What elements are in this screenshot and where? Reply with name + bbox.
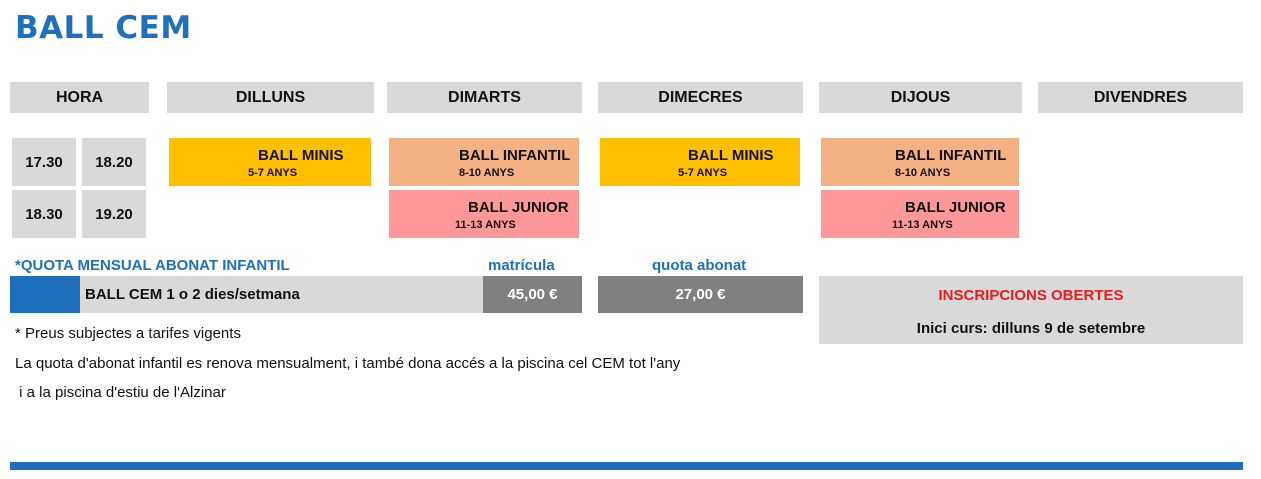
- class-name: BALL JUNIOR: [468, 199, 569, 216]
- quota-value: 27,00 €: [598, 276, 803, 313]
- header-dimecres: DIMECRES: [598, 82, 803, 113]
- footer-bar: [10, 462, 1243, 470]
- class-age: 11-13 ANYS: [892, 219, 953, 231]
- class-age: 8-10 ANYS: [459, 167, 515, 179]
- header-divendres: DIVENDRES: [1038, 82, 1243, 113]
- fee-row-label: BALL CEM 1 o 2 dies/setmana: [85, 286, 300, 303]
- inscriptions-start: Inici curs: dilluns 9 de setembre: [916, 320, 1146, 337]
- note-renewal: La quota d'abonat infantil es renova men…: [15, 355, 681, 372]
- class-age: 5-7 ANYS: [248, 167, 298, 179]
- header-dilluns: DILLUNS: [167, 82, 374, 113]
- fees-section-label: *QUOTA MENSUAL ABONAT INFANTIL: [15, 257, 290, 274]
- class-age: 11-13 ANYS: [455, 219, 516, 231]
- class-monday-minis: BALL MINIS 5-7 ANYS: [169, 138, 371, 186]
- class-thursday-junior: BALL JUNIOR 11-13 ANYS: [821, 190, 1019, 238]
- time-end-row2: 19.20: [82, 190, 146, 238]
- class-age: 5-7 ANYS: [678, 167, 728, 179]
- fee-row: [10, 276, 483, 313]
- class-tuesday-infantil: BALL INFANTIL 8-10 ANYS: [389, 138, 579, 186]
- class-thursday-infantil: BALL INFANTIL 8-10 ANYS: [821, 138, 1019, 186]
- header-hora: HORA: [10, 82, 149, 113]
- time-start-row1: 17.30: [12, 138, 76, 186]
- note-alzinar: i a la piscina d'estiu de l'Alzinar: [15, 384, 226, 401]
- page-title: BALL CEM: [15, 10, 192, 46]
- class-name: BALL MINIS: [258, 147, 344, 164]
- fee-row-marker: [10, 276, 80, 313]
- class-tuesday-junior: BALL JUNIOR 11-13 ANYS: [389, 190, 579, 238]
- class-wednesday-minis: BALL MINIS 5-7 ANYS: [600, 138, 800, 186]
- quota-label: quota abonat: [652, 257, 747, 274]
- header-dijous: DIJOUS: [819, 82, 1022, 113]
- note-prices: * Preus subjectes a tarifes vigents: [15, 325, 241, 342]
- class-age: 8-10 ANYS: [895, 167, 951, 179]
- inscriptions-box: INSCRIPCIONS OBERTES Inici curs: dilluns…: [819, 276, 1243, 344]
- header-dimarts: DIMARTS: [387, 82, 582, 113]
- class-name: BALL MINIS: [688, 147, 774, 164]
- time-start-row2: 18.30: [12, 190, 76, 238]
- matricula-value: 45,00 €: [483, 276, 582, 313]
- time-end-row1: 18.20: [82, 138, 146, 186]
- inscriptions-title: INSCRIPCIONS OBERTES: [938, 287, 1124, 304]
- class-name: BALL INFANTIL: [459, 147, 571, 164]
- class-name: BALL JUNIOR: [905, 199, 1006, 216]
- matricula-label: matrícula: [488, 257, 555, 274]
- class-name: BALL INFANTIL: [895, 147, 1007, 164]
